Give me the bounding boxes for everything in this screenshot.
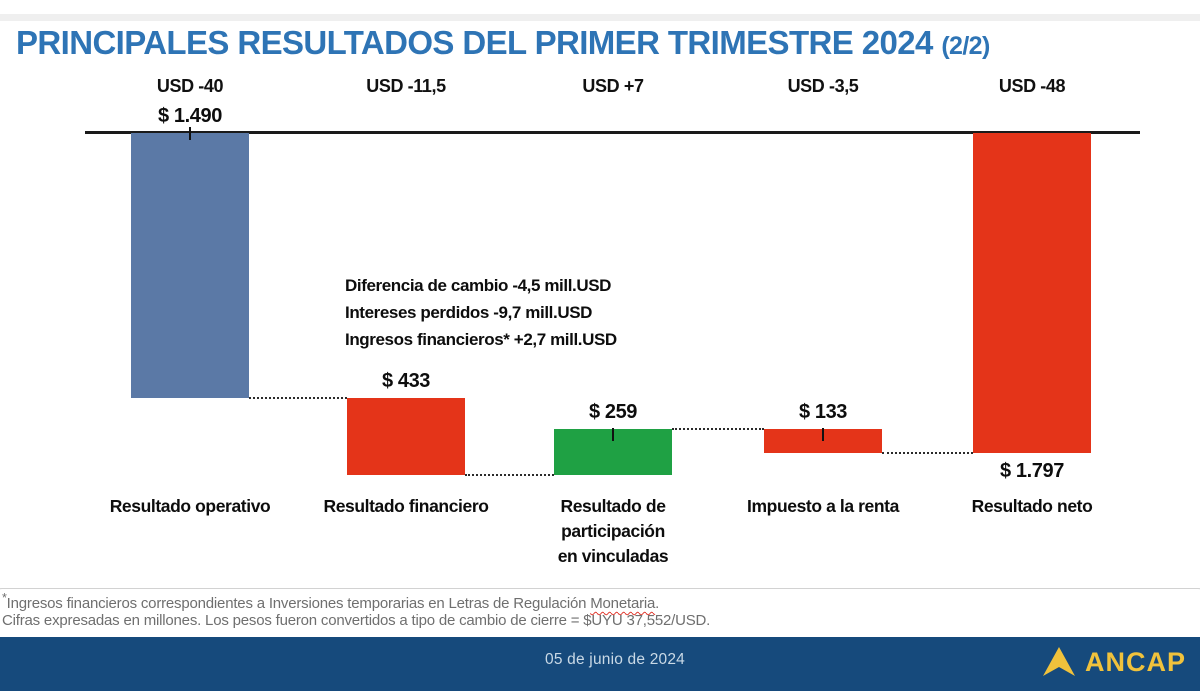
label-tick-4: [822, 427, 824, 441]
ancap-logo: ANCAP: [1042, 644, 1186, 680]
ancap-arrow-icon: [1042, 647, 1075, 676]
usd-label-3: USD +7: [582, 76, 644, 96]
value-label-2: $ 433: [381, 369, 431, 392]
top-edge-artifact: [0, 14, 1200, 21]
category-label-1: Resultado operativo: [109, 496, 271, 516]
footer-date: 05 de junio de 2024: [545, 651, 685, 668]
connector-2: [465, 474, 554, 476]
spellcheck-word: Monetaria: [590, 595, 656, 612]
value-label-3: $ 259: [588, 400, 638, 423]
category-label-5: Resultado neto: [971, 496, 1093, 516]
connector-4: [882, 451, 973, 454]
waterfall-bar-5: [973, 133, 1091, 453]
annotation-line-2: Intereses perdidos -9,7 mill.USD: [345, 303, 593, 322]
label-tick-1: [189, 127, 191, 140]
annotation-line-1: Diferencia de cambio -4,5 mill.USD: [345, 276, 612, 295]
value-label-5: $ 1.797: [1000, 459, 1064, 482]
footnote-1: *Ingresos financieros correspondientes a…: [2, 591, 660, 612]
usd-label-1: USD -40: [156, 76, 224, 96]
footnote-asterisk: *: [2, 591, 7, 605]
waterfall-bar-2: [347, 397, 465, 475]
footer-bar: [0, 637, 1200, 691]
usd-label-2: USD -11,5: [366, 76, 446, 96]
category-label-4: Impuesto a la renta: [747, 496, 899, 516]
connector-3: [672, 427, 764, 430]
waterfall-bar-1: [131, 133, 249, 398]
category-label-2: Resultado financiero: [323, 496, 489, 516]
baseline-axis: [85, 131, 1140, 134]
value-label-4: $ 133: [798, 400, 848, 423]
annotation-block: Diferencia de cambio -4,5 mill.USD Inter…: [345, 272, 675, 353]
ancap-logo-text: ANCAP: [1084, 646, 1186, 677]
usd-label-4: USD -3,5: [787, 76, 859, 96]
usd-label-5: USD -48: [998, 76, 1066, 96]
category-label-3: Resultado de participación en vinculadas: [557, 496, 669, 566]
footnote-2: Cifras expresadas en millones. Los pesos…: [2, 612, 711, 629]
page-title-suffix: (2/2): [941, 32, 990, 60]
annotation-line-3: Ingresos financieros* +2,7 mill.USD: [345, 330, 617, 349]
label-tick-3: [612, 427, 614, 441]
connector-1: [249, 396, 347, 399]
value-label-1: $ 1.490: [158, 105, 222, 127]
page-title: PRINCIPALES RESULTADOS DEL PRIMER TRIMES…: [16, 24, 1176, 62]
page-title-main: PRINCIPALES RESULTADOS DEL PRIMER TRIMES…: [16, 24, 933, 61]
